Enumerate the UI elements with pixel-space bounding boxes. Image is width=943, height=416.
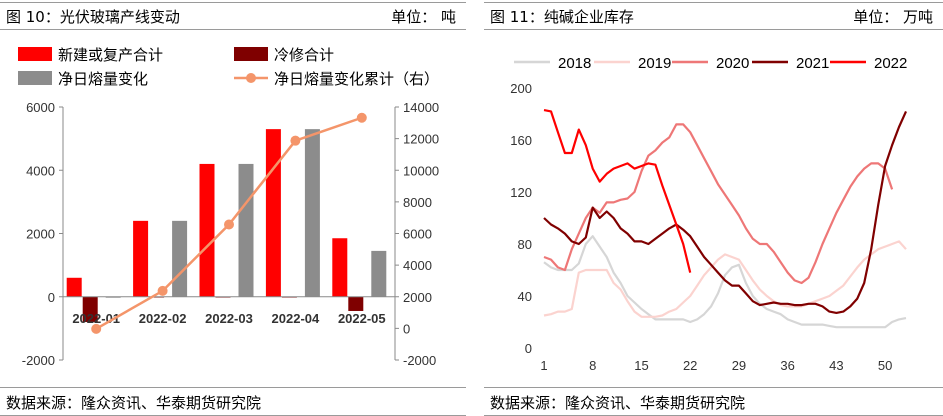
right-y-tick-label: 6000 [403, 227, 432, 242]
y-tick-label: 40 [518, 289, 532, 304]
left-y-tick-label: 2000 [26, 227, 55, 242]
series-line-2019 [543, 240, 907, 318]
cumulative-point-2022-02 [157, 285, 168, 296]
bar-3-2022-05 [371, 250, 387, 297]
legend-swatch-2 [234, 47, 268, 61]
cumulative-point-2022-01 [91, 323, 102, 334]
legend-label-2: 冷修合计 [274, 46, 334, 64]
x-tick-label: 15 [634, 358, 648, 373]
y-tick-label: 120 [510, 185, 532, 200]
cumulative-point-2022-04 [290, 135, 301, 146]
bar-1-2022-04 [265, 129, 281, 297]
right-y-tick-label: 0 [403, 321, 410, 336]
right-y-tick-label: 2000 [403, 290, 432, 305]
series-line-2022 [543, 109, 692, 273]
right-chart-title: 图 11：纯碱企业库存 [490, 8, 634, 26]
bar-1-2022-01 [66, 277, 82, 297]
right-y-tick-label: 12000 [403, 132, 439, 147]
bar-1-2022-03 [199, 163, 215, 297]
legend-label-2021: 2021 [796, 55, 829, 72]
legend-swatch-3 [18, 71, 52, 85]
left-y-tick-label: 4000 [26, 163, 55, 178]
x-tick-label: 36 [780, 358, 794, 373]
right-chart: 0 40 80 120 160 200 1 8 15 22 29 36 43 50 2018 2019 2020… [510, 55, 908, 373]
legend-swatch-1 [18, 47, 52, 61]
bar-3-2022-03 [238, 163, 254, 297]
bar-3-2022-04 [304, 129, 320, 297]
x-category-label: 2022-02 [139, 311, 187, 326]
x-tick-label: 22 [683, 358, 697, 373]
legend-label-1: 新建或复产合计 [58, 46, 163, 64]
left-chart-title: 图 10：光伏玻璃产线变动 [6, 8, 180, 26]
right-source-note: 数据来源：隆众资讯、华泰期货研究院 [490, 394, 746, 412]
right-chart-unit: 单位： 万吨 [853, 8, 933, 26]
left-chart-unit: 单位： 吨 [391, 8, 456, 26]
right-y-tick-label: 10000 [403, 163, 439, 178]
x-category-label: 2022-04 [272, 311, 320, 326]
legend-label-4: 净日熔量变化累计（右） [274, 70, 439, 88]
right-y-tick-label: 8000 [403, 195, 432, 210]
legend-label-2022: 2022 [874, 55, 907, 72]
x-tick-label: 50 [878, 358, 892, 373]
left-chart: -2000 0 2000 4000 6000 -2000 0 2000 4000 6000 8000… [18, 46, 439, 368]
series-line-2021 [543, 110, 908, 314]
right-y-tick-label: -2000 [403, 353, 436, 368]
left-y-tick-label: 6000 [26, 100, 55, 115]
x-tick-label: 43 [829, 358, 843, 373]
y-tick-label: 0 [525, 341, 532, 356]
bar-2-2022-05 [348, 296, 364, 311]
x-tick-label: 29 [732, 358, 746, 373]
right-y-tick-label: 14000 [403, 100, 439, 115]
legend-swatch-marker [246, 73, 256, 83]
right-y-tick-label: 4000 [403, 258, 432, 273]
x-tick-label: 8 [589, 358, 596, 373]
x-category-label: 2022-05 [338, 311, 386, 326]
series-line-2020 [543, 123, 894, 285]
right-panel: 图 11：纯碱企业库存 单位： 万吨 0 40 80 120 160 200 1 8 15 22 2… [484, 0, 943, 416]
y-tick-label: 80 [518, 237, 532, 252]
y-tick-label: 160 [510, 133, 532, 148]
bar-1-2022-02 [133, 220, 149, 297]
x-category-label: 2022-03 [205, 311, 253, 326]
series-line-2018 [543, 235, 907, 329]
cumulative-point-2022-05 [356, 112, 367, 123]
x-tick-label: 1 [540, 358, 547, 373]
y-tick-label: 200 [510, 81, 532, 96]
legend-label-2020: 2020 [716, 55, 749, 72]
left-panel: 图 10：光伏玻璃产线变动 单位： 吨 -2000 0 2000 4000 6000 -2… [0, 0, 466, 416]
left-footer: 数据来源：隆众资讯、华泰期货研究院 [0, 387, 466, 416]
right-header: 图 11：纯碱企业库存 单位： 万吨 [484, 2, 943, 30]
legend-label-3: 净日熔量变化 [58, 70, 148, 88]
bar-2-2022-01 [82, 296, 98, 323]
bar-1-2022-05 [332, 238, 348, 297]
bar-3-2022-02 [172, 220, 188, 297]
legend-label-2018: 2018 [558, 55, 591, 72]
left-y-tick-label: 0 [48, 290, 55, 305]
left-source-note: 数据来源：隆众资讯、华泰期货研究院 [6, 394, 262, 412]
left-header: 图 10：光伏玻璃产线变动 单位： 吨 [0, 2, 466, 30]
left-y-tick-label: -2000 [22, 353, 55, 368]
legend-label-2019: 2019 [638, 55, 671, 72]
cumulative-point-2022-03 [224, 219, 234, 230]
right-footer: 数据来源：隆众资讯、华泰期货研究院 [484, 387, 943, 416]
